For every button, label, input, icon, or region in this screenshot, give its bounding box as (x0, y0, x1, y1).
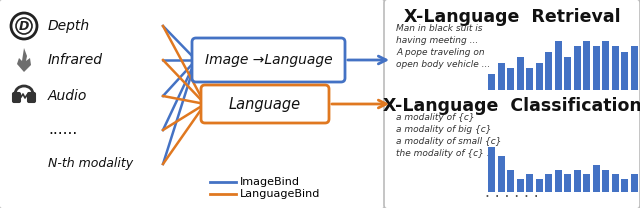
Bar (507, 170, 514, 192)
FancyBboxPatch shape (28, 93, 35, 102)
Bar (545, 52, 552, 90)
PathPatch shape (17, 48, 31, 72)
Bar (526, 174, 533, 192)
Text: N-th modality: N-th modality (48, 157, 133, 171)
Bar (536, 178, 543, 192)
Bar (583, 41, 590, 90)
Bar (488, 147, 495, 192)
Text: Language: Language (229, 97, 301, 111)
Bar (621, 178, 628, 192)
Text: a modality of {c}
a modality of big {c}
a modality of small {c}
the modality of : a modality of {c} a modality of big {c} … (396, 113, 502, 158)
Bar (593, 46, 600, 90)
Text: ......: ...... (48, 123, 77, 137)
Bar (545, 174, 552, 192)
Bar (536, 62, 543, 90)
FancyBboxPatch shape (192, 38, 345, 82)
Bar (497, 62, 504, 90)
Text: X-Language  Retrieval: X-Language Retrieval (404, 8, 620, 26)
Bar (516, 57, 524, 90)
Bar (497, 156, 504, 192)
Bar (602, 170, 609, 192)
Text: ImageBind: ImageBind (240, 177, 300, 187)
FancyBboxPatch shape (13, 93, 20, 102)
Text: · · · · · ·: · · · · · · (485, 191, 539, 206)
Text: Depth: Depth (48, 19, 90, 33)
Bar (611, 46, 618, 90)
Text: Infrared: Infrared (48, 53, 103, 67)
Bar (554, 170, 561, 192)
Bar (630, 46, 637, 90)
Bar (564, 174, 571, 192)
Bar (583, 174, 590, 192)
Bar (488, 73, 495, 90)
Text: X-Language  Classification: X-Language Classification (383, 97, 640, 115)
Bar (507, 68, 514, 90)
Text: Man in black suit is
having meeting ...
A pope traveling on
open body vehicle ..: Man in black suit is having meeting ... … (396, 24, 490, 69)
Bar (630, 174, 637, 192)
FancyBboxPatch shape (0, 0, 385, 208)
Text: LanguageBind: LanguageBind (240, 189, 321, 199)
Bar (593, 165, 600, 192)
Bar (573, 170, 580, 192)
Bar (526, 68, 533, 90)
Bar (554, 41, 561, 90)
FancyBboxPatch shape (201, 85, 329, 123)
Text: Audio: Audio (48, 89, 88, 103)
Text: D: D (19, 20, 29, 32)
FancyBboxPatch shape (384, 0, 640, 208)
Bar (602, 41, 609, 90)
Bar (564, 57, 571, 90)
Bar (621, 52, 628, 90)
Bar (516, 178, 524, 192)
Text: Image →Language: Image →Language (205, 53, 332, 67)
Bar (573, 46, 580, 90)
Bar (611, 174, 618, 192)
